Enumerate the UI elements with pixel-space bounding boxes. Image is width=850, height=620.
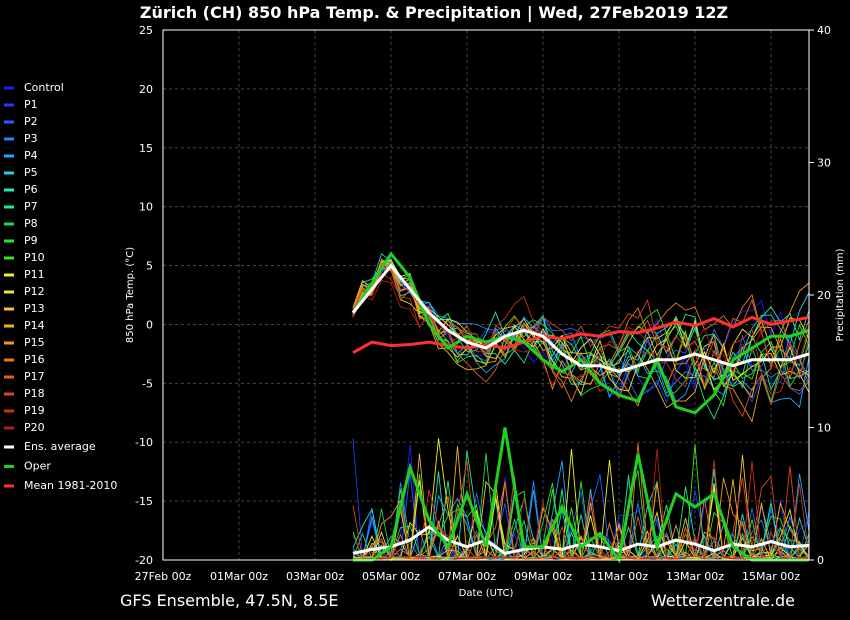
x-tick-label: 27Feb 00z	[135, 570, 192, 583]
y-tick-label: 5	[146, 260, 153, 273]
legend-label: P19	[24, 404, 45, 417]
x-tick-label: 15Mar 00z	[742, 570, 800, 583]
legend-label: P3	[24, 132, 38, 145]
legend-label: P7	[24, 200, 38, 213]
y-tick-label: -15	[135, 495, 153, 508]
temp-series-oper	[351, 251, 810, 415]
y-tick-label: 15	[139, 142, 153, 155]
temp-series-mean-1981-2010	[352, 315, 810, 355]
precip-series-oper	[353, 427, 809, 564]
legend-label: P17	[24, 370, 45, 383]
legend-label: P6	[24, 183, 38, 196]
ensemble-precip-line	[352, 443, 810, 561]
y-tick-label: -5	[142, 377, 153, 390]
x-tick-label: 11Mar 00z	[590, 570, 648, 583]
legend-label: P13	[24, 302, 45, 315]
legend-label: P20	[24, 421, 45, 434]
legend-label: P10	[24, 251, 45, 264]
legend-label: P11	[24, 268, 45, 281]
x-tick-label: 03Mar 00z	[286, 570, 344, 583]
ensemble-temp-line	[352, 264, 810, 418]
legend-label: P14	[24, 319, 45, 332]
y-tick-label: 20	[139, 83, 153, 96]
legend-label: P12	[24, 285, 45, 298]
y-tick-label: -20	[135, 554, 153, 567]
legend-label: Ens. average	[24, 440, 96, 453]
legend-label: P8	[24, 217, 38, 230]
legend-label: P2	[24, 115, 38, 128]
ensemble-temp-line	[352, 259, 810, 404]
ensemble-temp-line	[352, 259, 810, 403]
y-tick-label: 10	[139, 201, 153, 214]
y-tick-label: -10	[135, 436, 153, 449]
y2-tick-label: 20	[817, 289, 831, 302]
ensemble-members	[352, 253, 810, 562]
y2-tick-label: 40	[817, 24, 831, 37]
y2-tick-label: 30	[817, 157, 831, 170]
x-tick-label: 05Mar 00z	[362, 570, 420, 583]
ensemble-temp-line	[352, 262, 810, 385]
y-axis-ticks: -20 -15 -10 -5 0 5 10 15 20 25	[135, 24, 153, 567]
legend: Control P1 P2 P3 P4 P5 P6 P7 P8 P9 P10 P11 P12 P13 P14…	[4, 81, 117, 492]
y2-axis-ticks: 0 10 20 30 40	[809, 24, 831, 567]
x-tick-label: 09Mar 00z	[514, 570, 572, 583]
ensemble-temp-line	[352, 279, 810, 386]
x-tick-label: 01Mar 00z	[210, 570, 268, 583]
ensemble-precip-line	[352, 448, 810, 561]
x-axis-label: Date (UTC)	[459, 588, 514, 599]
legend-label: Oper	[24, 460, 51, 473]
legend-label: Control	[24, 81, 64, 94]
chart-title: Zürich (CH) 850 hPa Temp. & Precipitatio…	[140, 3, 728, 23]
y2-tick-label: 0	[817, 554, 824, 567]
legend-label: P4	[24, 149, 38, 162]
temp-series-ens-average	[351, 263, 810, 374]
footer-source: GFS Ensemble, 47.5N, 8.5E	[120, 591, 339, 610]
y2-axis-label: Precipitation (mm)	[835, 248, 846, 341]
x-tick-label: 13Mar 00z	[666, 570, 724, 583]
main-series	[351, 251, 810, 564]
y-tick-label: 25	[139, 24, 153, 37]
legend-label: P16	[24, 353, 45, 366]
legend-label: P1	[24, 98, 38, 111]
legend-label: P18	[24, 387, 45, 400]
x-tick-label: 07Mar 00z	[438, 570, 496, 583]
legend-label: P5	[24, 166, 38, 179]
ensemble-temp-line	[352, 268, 810, 389]
legend-label: Mean 1981-2010	[24, 479, 117, 492]
y-axis-label: 850 hPa Temp. (°C)	[125, 247, 136, 343]
y-tick-label: 0	[146, 318, 153, 331]
legend-label: P15	[24, 336, 45, 349]
footer-site: Wetterzentrale.de	[651, 591, 795, 610]
x-axis-ticks: 27Feb 00z 01Mar 00z 03Mar 00z 05Mar 00z 07Ma…	[135, 570, 801, 583]
legend-label: P9	[24, 234, 38, 247]
ensemble-temp-line	[352, 260, 810, 395]
y2-tick-label: 10	[817, 422, 831, 435]
